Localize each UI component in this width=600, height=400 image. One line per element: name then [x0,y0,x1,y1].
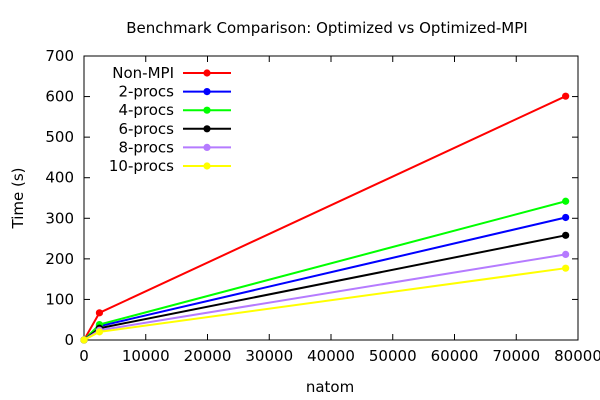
legend-label: Non-MPI [112,64,174,82]
data-point-10-procs [80,336,88,344]
legend: Non-MPI2-procs4-procs6-procs8-procs10-pr… [109,64,231,175]
x-axis-title: natom [306,378,354,396]
legend-label: 4-procs [118,101,174,119]
legend-swatch-point [203,106,211,114]
y-tick-label: 300 [45,209,74,227]
x-tick-label: 60000 [431,347,479,365]
x-tick-label: 40000 [307,347,355,365]
y-tick-label: 700 [45,47,74,65]
data-point-non-mpi [95,309,104,317]
series-line-4-procs [83,200,566,341]
series-layer [80,92,570,344]
y-tick-label: 100 [45,290,74,308]
legend-swatch-point [203,143,211,151]
legend-label: 10-procs [109,157,174,175]
data-point-10-procs [562,264,570,272]
data-point-2-procs [562,213,570,222]
data-point-6-procs [562,231,570,239]
x-tick-label: 50000 [369,347,417,365]
x-tick-label: 70000 [492,347,540,365]
y-tick-label: 200 [45,250,74,268]
data-point-8-procs [562,250,570,258]
legend-swatch-point [203,88,211,96]
y-axis-ticks: 0 100 200 300 400 500 600 700 [45,47,578,349]
legend-swatch-point [203,69,211,77]
x-tick-label: 0 [79,347,89,365]
series-line-10-procs [83,267,566,341]
legend-swatch-point [203,162,211,170]
legend-label: 2-procs [118,83,174,101]
y-tick-label: 0 [64,331,74,349]
legend-swatch-point [203,125,211,133]
x-tick-label: 80000 [554,347,600,365]
x-tick-label: 30000 [245,347,293,365]
x-tick-label: 20000 [184,347,232,365]
y-tick-label: 400 [45,169,74,187]
y-tick-label: 600 [45,88,74,106]
data-point-10-procs [95,328,104,336]
data-point-non-mpi [562,92,570,100]
y-tick-label: 500 [45,128,74,146]
x-tick-label: 10000 [122,347,170,365]
series-line-8-procs [83,253,566,341]
chart-title: Benchmark Comparison: Optimized vs Optim… [126,19,527,37]
legend-label: 8-procs [118,138,174,156]
y-axis-title: Time (s) [9,168,27,230]
legend-label: 6-procs [118,120,174,138]
x-axis-ticks: 0 10000 20000 30000 40000 50000 60000 70000 8000… [79,56,600,365]
data-point-4-procs [562,197,570,205]
